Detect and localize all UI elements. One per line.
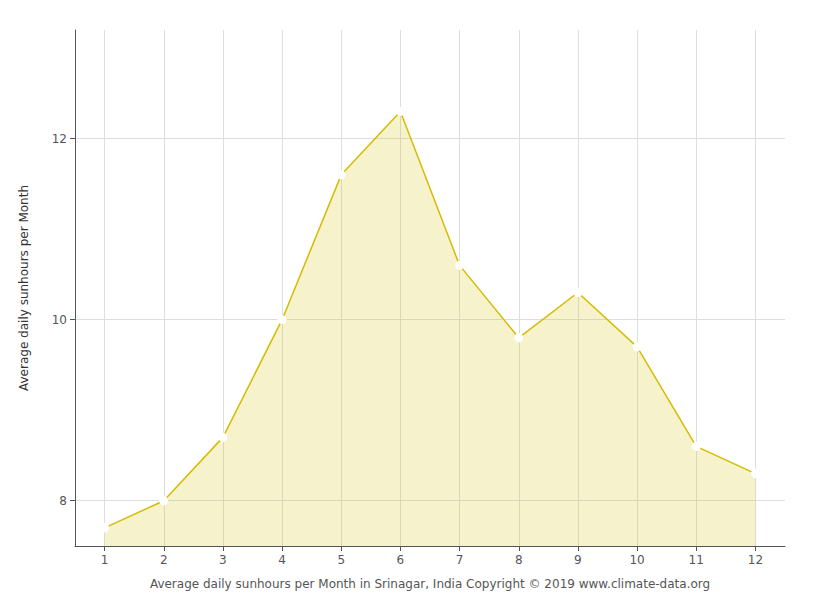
- svg-text:12: 12: [52, 132, 67, 146]
- svg-text:8: 8: [59, 494, 67, 508]
- svg-text:3: 3: [219, 553, 227, 567]
- svg-text:4: 4: [278, 553, 286, 567]
- svg-text:2: 2: [160, 553, 168, 567]
- svg-text:7: 7: [456, 553, 464, 567]
- svg-text:Average daily sunhours per Mon: Average daily sunhours per Month in Srin…: [150, 577, 710, 591]
- svg-text:10: 10: [629, 553, 644, 567]
- svg-text:9: 9: [574, 553, 582, 567]
- svg-text:1: 1: [101, 553, 109, 567]
- svg-text:Average daily sunhours per Mon: Average daily sunhours per Month: [17, 185, 31, 391]
- svg-text:10: 10: [52, 313, 67, 327]
- svg-text:11: 11: [689, 553, 704, 567]
- svg-text:12: 12: [748, 553, 763, 567]
- svg-text:8: 8: [515, 553, 523, 567]
- svg-text:6: 6: [397, 553, 405, 567]
- svg-text:5: 5: [337, 553, 345, 567]
